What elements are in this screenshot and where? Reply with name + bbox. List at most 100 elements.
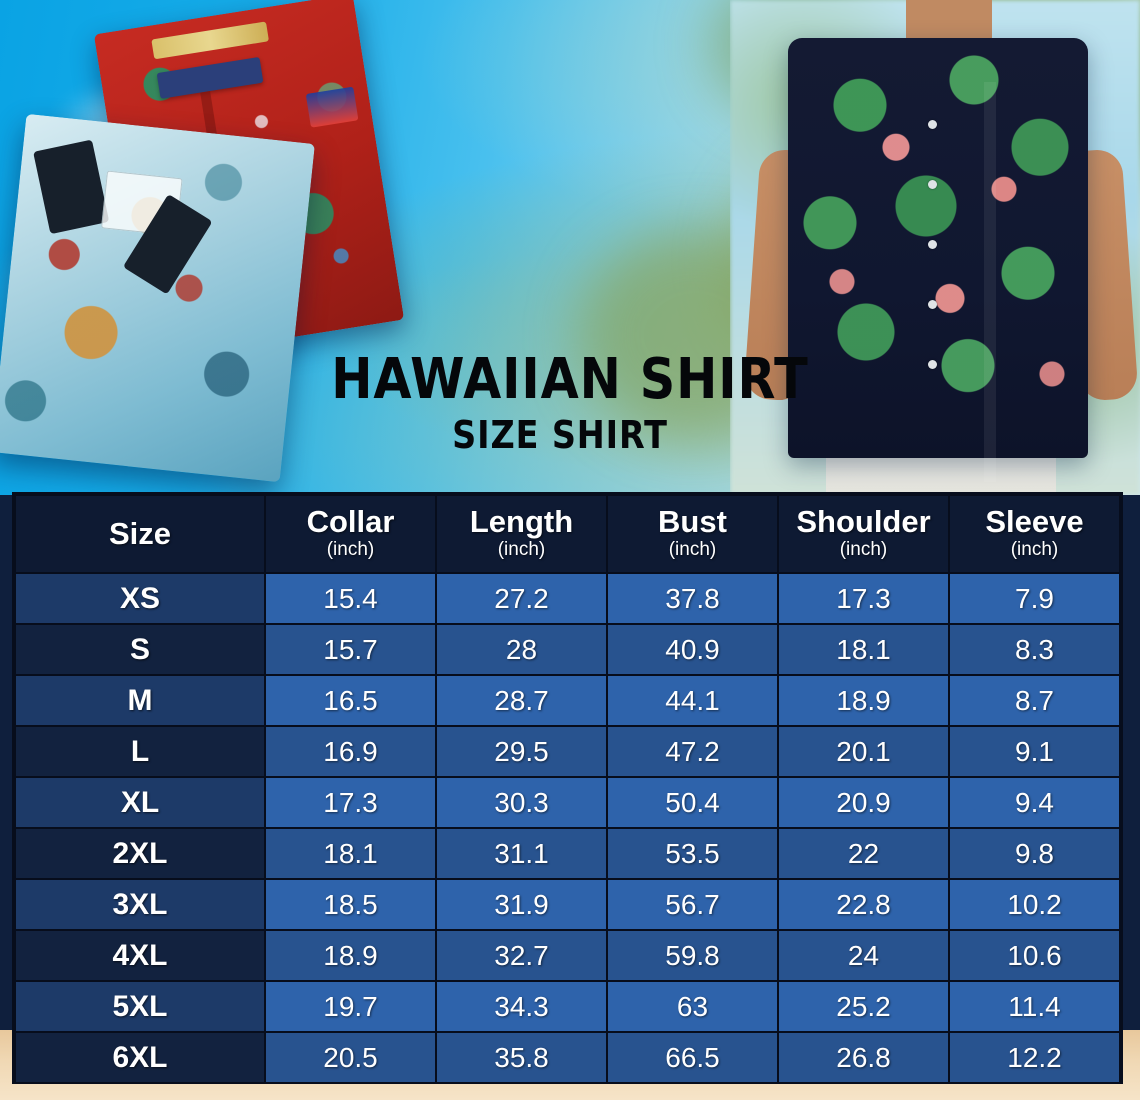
cell-size: L [14, 725, 266, 778]
cell-size: 2XL [14, 827, 266, 880]
cell-size: XL [14, 776, 266, 829]
shirt-button [928, 180, 937, 189]
cell-shoulder: 18.1 [777, 623, 950, 676]
cell-bust: 66.5 [606, 1031, 779, 1084]
cell-sleeve: 10.2 [948, 878, 1121, 931]
header-label: Shoulder [796, 503, 931, 539]
size-chart-container: Size Collar (inch) Length (inch) Bust (i… [12, 492, 1123, 1084]
cell-bust: 50.4 [606, 776, 779, 829]
cell-collar: 16.5 [264, 674, 437, 727]
cell-size: S [14, 623, 266, 676]
cell-collar: 16.9 [264, 725, 437, 778]
table-body: XS 15.4 27.2 37.8 17.3 7.9 S 15.7 28 40.9 18.1 8.3 M… [14, 572, 1121, 1084]
cell-sleeve: 9.4 [948, 776, 1121, 829]
cell-bust: 44.1 [606, 674, 779, 727]
table-row: 2XL 18.1 31.1 53.5 22 9.8 [14, 827, 1121, 880]
header-label: Bust [658, 503, 727, 539]
cell-sleeve: 9.1 [948, 725, 1121, 778]
cell-sleeve: 7.9 [948, 572, 1121, 625]
size-chart-table: Size Collar (inch) Length (inch) Bust (i… [14, 494, 1121, 1084]
cell-shoulder: 22 [777, 827, 950, 880]
hero-banner: HAWAIIAN SHIRT SIZE SHIRT [0, 0, 1140, 495]
cell-sleeve: 9.8 [948, 827, 1121, 880]
shirt-lapel [33, 139, 110, 235]
cell-shoulder: 20.9 [777, 776, 950, 829]
cell-collar: 20.5 [264, 1031, 437, 1084]
cell-length: 30.3 [435, 776, 608, 829]
header-label: Length [469, 503, 574, 539]
page-title: HAWAIIAN SHIRT [331, 347, 809, 412]
shirt-button [928, 360, 937, 369]
header-unit: (inch) [839, 539, 888, 561]
cell-length: 32.7 [435, 929, 608, 982]
header-label: Size [108, 516, 172, 551]
column-header-shoulder: Shoulder (inch) [777, 494, 950, 574]
cell-sleeve: 8.7 [948, 674, 1121, 727]
page-subtitle: SIZE SHIRT [452, 413, 668, 457]
cell-shoulder: 25.2 [777, 980, 950, 1033]
table-header: Size Collar (inch) Length (inch) Bust (i… [14, 494, 1121, 574]
header-unit: (inch) [326, 539, 375, 561]
header-unit: (inch) [1010, 539, 1059, 561]
cell-bust: 47.2 [606, 725, 779, 778]
cell-sleeve: 8.3 [948, 623, 1121, 676]
cell-length: 31.1 [435, 827, 608, 880]
cell-shoulder: 20.1 [777, 725, 950, 778]
cell-bust: 59.8 [606, 929, 779, 982]
shirt-button [928, 300, 937, 309]
cell-sleeve: 11.4 [948, 980, 1121, 1033]
cell-shoulder: 24 [777, 929, 950, 982]
cell-collar: 19.7 [264, 980, 437, 1033]
table-row: 6XL 20.5 35.8 66.5 26.8 12.2 [14, 1031, 1121, 1084]
cell-size: 4XL [14, 929, 266, 982]
cell-shoulder: 18.9 [777, 674, 950, 727]
cell-length: 28 [435, 623, 608, 676]
cell-collar: 18.1 [264, 827, 437, 880]
cell-shoulder: 26.8 [777, 1031, 950, 1084]
table-row: 5XL 19.7 34.3 63 25.2 11.4 [14, 980, 1121, 1033]
cell-collar: 15.7 [264, 623, 437, 676]
cell-collar: 15.4 [264, 572, 437, 625]
cell-length: 28.7 [435, 674, 608, 727]
cell-size: 5XL [14, 980, 266, 1033]
column-header-length: Length (inch) [435, 494, 608, 574]
table-row: S 15.7 28 40.9 18.1 8.3 [14, 623, 1121, 676]
shirt-button [928, 240, 937, 249]
table-row: 3XL 18.5 31.9 56.7 22.8 10.2 [14, 878, 1121, 931]
cell-shoulder: 17.3 [777, 572, 950, 625]
blue-hawaiian-shirt-image [0, 113, 315, 483]
cell-length: 31.9 [435, 878, 608, 931]
table-row: 4XL 18.9 32.7 59.8 24 10.6 [14, 929, 1121, 982]
column-header-size: Size [14, 494, 266, 574]
cell-sleeve: 10.6 [948, 929, 1121, 982]
header-label: Collar [306, 503, 395, 539]
header-unit: (inch) [497, 539, 546, 561]
cell-length: 27.2 [435, 572, 608, 625]
cell-size: 3XL [14, 878, 266, 931]
navy-flamingo-shirt-image [788, 38, 1088, 482]
cell-bust: 53.5 [606, 827, 779, 880]
cell-sleeve: 12.2 [948, 1031, 1121, 1084]
cell-bust: 37.8 [606, 572, 779, 625]
cell-length: 29.5 [435, 725, 608, 778]
cell-size: 6XL [14, 1031, 266, 1084]
table-row: XS 15.4 27.2 37.8 17.3 7.9 [14, 572, 1121, 625]
column-header-collar: Collar (inch) [264, 494, 437, 574]
cell-collar: 18.5 [264, 878, 437, 931]
shirt-tag-band [151, 21, 270, 60]
cell-size: M [14, 674, 266, 727]
table-row: XL 17.3 30.3 50.4 20.9 9.4 [14, 776, 1121, 829]
header-unit: (inch) [668, 539, 717, 561]
cell-collar: 18.9 [264, 929, 437, 982]
column-header-bust: Bust (inch) [606, 494, 779, 574]
table-row: M 16.5 28.7 44.1 18.9 8.7 [14, 674, 1121, 727]
cell-size: XS [14, 572, 266, 625]
cell-shoulder: 22.8 [777, 878, 950, 931]
shirt-button [928, 120, 937, 129]
shirt-placket [984, 82, 996, 482]
header-row: Size Collar (inch) Length (inch) Bust (i… [14, 494, 1121, 574]
title-block: HAWAIIAN SHIRT SIZE SHIRT [300, 352, 820, 456]
cell-bust: 56.7 [606, 878, 779, 931]
cell-collar: 17.3 [264, 776, 437, 829]
column-header-sleeve: Sleeve (inch) [948, 494, 1121, 574]
